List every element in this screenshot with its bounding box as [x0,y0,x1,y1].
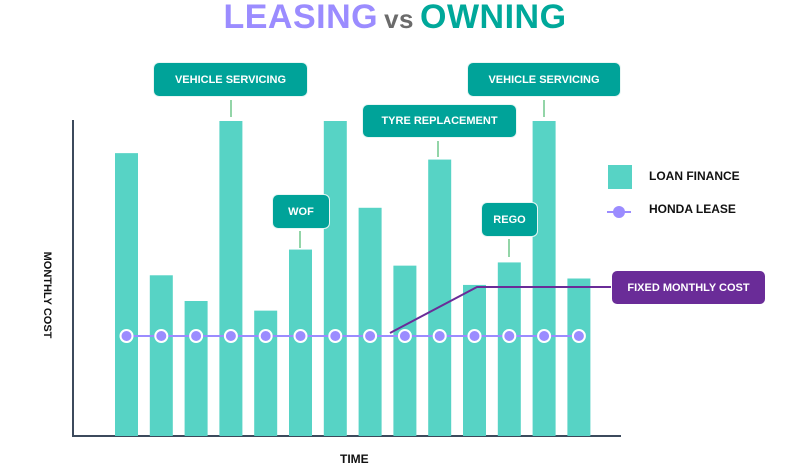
title-owning: OWNING [420,0,567,36]
callout-rego: REGO [482,203,537,236]
point-honda-lease [328,329,343,343]
point-honda-lease [119,329,134,343]
bar-loan-finance [532,121,556,436]
title-leasing: LEASING [223,0,379,36]
bar-loan-finance [219,121,243,436]
bar-loan-finance [428,159,452,437]
chart-title: LEASING vs OWNING [0,0,790,37]
legend-swatch-loan-finance [608,165,632,189]
callout-vehicle-servicing-1: VEHICLE SERVICING [154,63,307,96]
bar-loan-finance [115,153,138,436]
point-honda-lease [432,329,447,343]
point-honda-lease [258,329,273,343]
callout-vehicle-servicing-2: VEHICLE SERVICING [468,63,620,96]
point-honda-lease [502,329,517,343]
point-honda-lease [397,329,412,343]
bar-loan-finance [254,310,278,436]
title-vs: vs [384,4,414,34]
legend-dot-honda-lease-icon [613,206,625,218]
bar-loan-finance [358,207,382,436]
y-axis-label: MONTHLY COST [41,251,53,339]
bar-loan-finance [323,121,347,436]
point-honda-lease [223,329,238,343]
point-honda-lease [537,329,552,343]
point-honda-lease [467,329,482,343]
point-honda-lease [189,329,204,343]
fixed-cost-pointer [389,286,611,334]
x-axis-label: TIME [340,452,369,466]
bar-loan-finance [149,275,173,436]
callout-tyre-replacement: TYRE REPLACEMENT [363,105,516,137]
point-honda-lease [363,329,378,343]
legend-label-honda-lease: HONDA LEASE [649,202,736,216]
point-honda-lease [154,329,169,343]
bar-loan-finance [497,262,521,436]
callout-fixed-monthly-cost: FIXED MONTHLY COST [612,271,765,304]
bar-loan-finance [184,301,208,436]
bar-loan-finance [567,278,591,436]
bar-loan-finance [463,284,486,436]
point-honda-lease [293,329,308,343]
callout-wof: WOF [273,195,329,228]
bar-loan-finance [393,265,417,436]
point-honda-lease [571,329,586,343]
legend-label-loan-finance: LOAN FINANCE [649,169,740,183]
